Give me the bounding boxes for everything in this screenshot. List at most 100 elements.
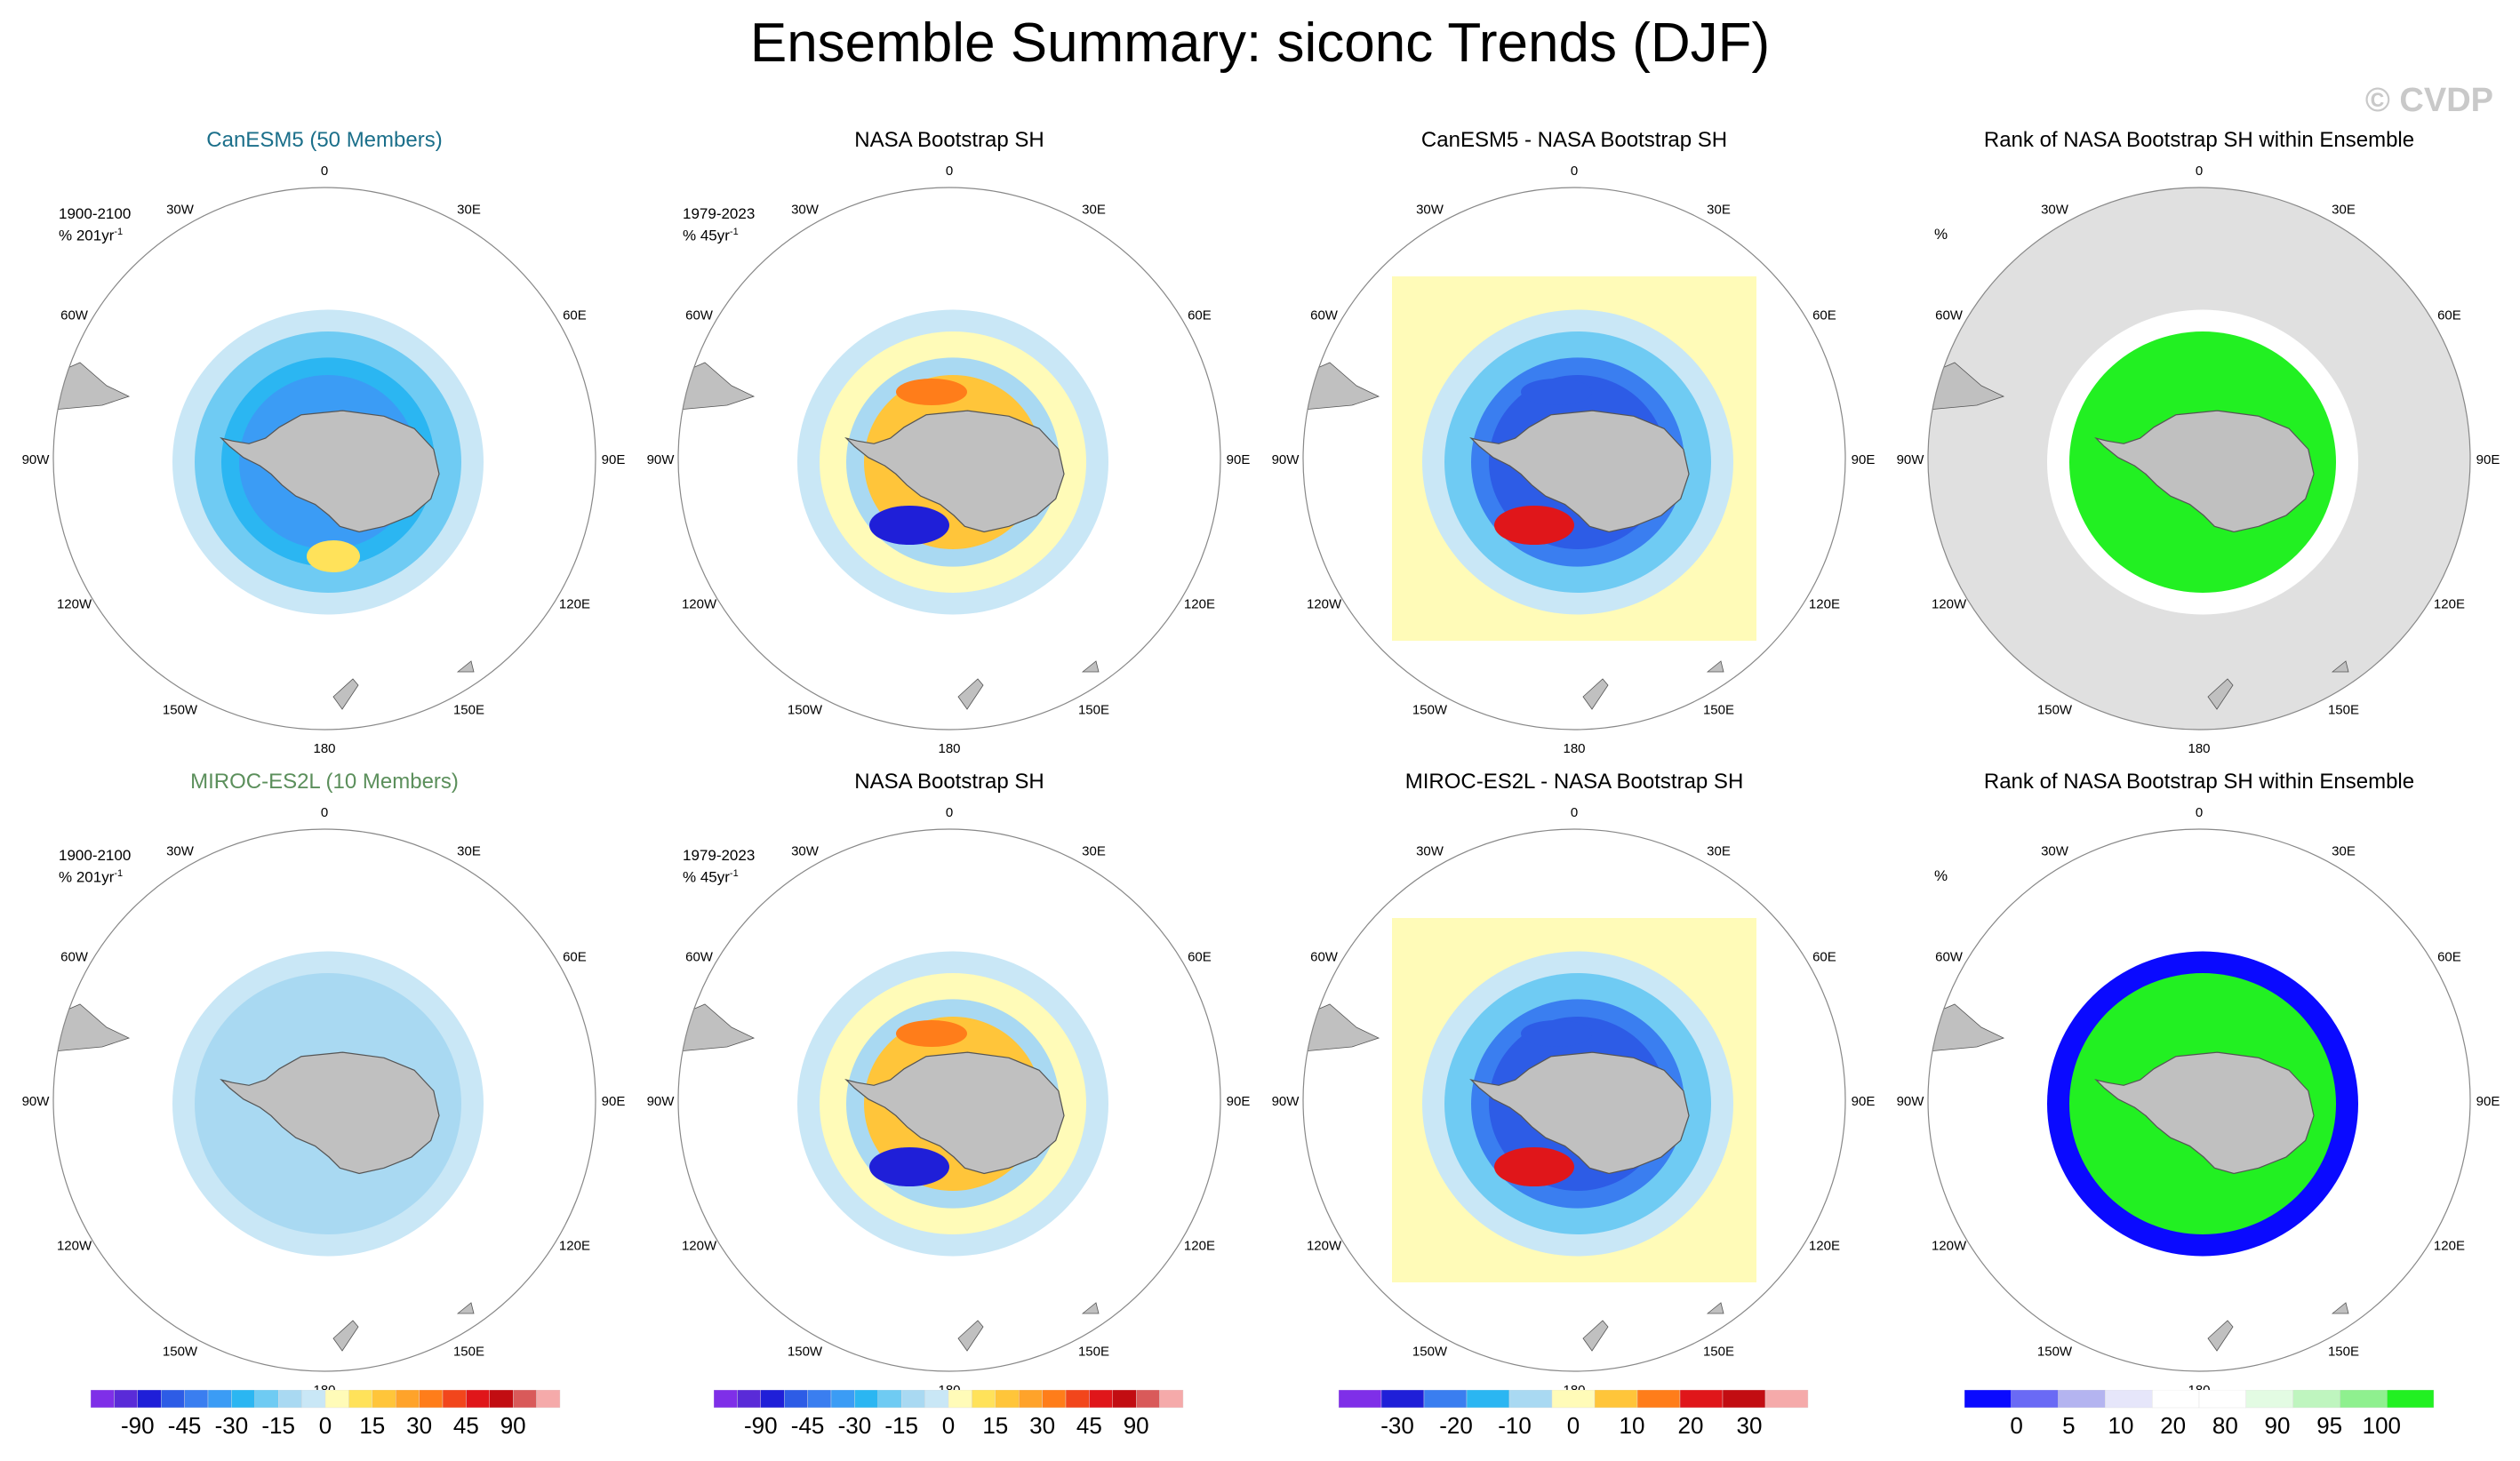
colorbar-label: 10 — [2108, 1412, 2134, 1439]
colorbar-swatch — [301, 1390, 326, 1409]
longitude-label: 60E — [563, 308, 587, 323]
longitude-label: 120E — [559, 597, 590, 612]
south-america-landmass — [1303, 1003, 1380, 1052]
colorbar-swatch — [995, 1390, 1020, 1409]
colorbar-swatch — [2245, 1390, 2293, 1409]
colorbar-swatch — [442, 1390, 467, 1409]
longitude-label: 30E — [1707, 203, 1731, 218]
antarctica-landmass — [220, 1051, 440, 1175]
colorbar-swatch — [854, 1390, 878, 1409]
longitude-label: 30E — [2332, 844, 2356, 859]
colorbar-swatch — [536, 1390, 561, 1409]
colorbar-swatch — [1594, 1390, 1638, 1409]
colorbar-swatch — [783, 1390, 808, 1409]
longitude-label: 60W — [1935, 950, 1964, 965]
colorbar-label: 90 — [2264, 1412, 2291, 1439]
watermark: © CVDP — [2364, 82, 2493, 119]
colorbar-swatch — [184, 1390, 209, 1409]
colorbar-swatch — [2387, 1390, 2435, 1409]
panel-title-canesm5: CanESM5 (50 Members) — [206, 128, 443, 152]
colorbar-swatches — [91, 1390, 561, 1409]
colorbar-swatch — [2058, 1390, 2106, 1409]
new-zealand-landmass — [2207, 678, 2234, 710]
map-canesm5-rank: 0 30E 60E 90E 120E 150E 180 150W 120W 90W 60W 30W — [1897, 164, 2500, 756]
period-label: 1900-2100 % 201yr-1 — [59, 847, 132, 886]
anomaly-patch — [869, 506, 949, 545]
colorbar-swatch — [2105, 1390, 2153, 1409]
longitude-label: 90W — [22, 1094, 51, 1109]
longitude-label: 120W — [57, 597, 92, 612]
longitude-label: 60E — [1812, 308, 1836, 323]
longitude-label: 30W — [2041, 844, 2069, 859]
longitude-label: 120E — [2434, 1239, 2465, 1254]
anomaly-patch — [1494, 1147, 1574, 1186]
map-boundary — [1302, 187, 1846, 730]
longitude-label: 120W — [1932, 1239, 1967, 1254]
longitude-label: 180 — [1563, 741, 1585, 756]
longitude-label: 120E — [1184, 1239, 1215, 1254]
colorbar-swatches — [1339, 1390, 1809, 1409]
longitude-label: 30E — [1082, 844, 1106, 859]
colorbar-label: -45 — [167, 1412, 202, 1439]
longitude-label: 120W — [1307, 1239, 1342, 1254]
colorbar-label: -30 — [214, 1412, 249, 1439]
longitude-label: 90E — [1852, 1094, 1876, 1109]
longitude-label: 60W — [60, 950, 89, 965]
longitude-label: 150E — [453, 1344, 484, 1359]
longitude-label: 180 — [313, 741, 335, 756]
colorbar-swatch — [1380, 1390, 1425, 1409]
antarctica-landmass — [2094, 410, 2315, 533]
colorbar-label: 15 — [359, 1412, 386, 1439]
anomaly-patch — [1521, 1020, 1592, 1047]
colorbar-swatch — [91, 1390, 115, 1409]
colorbar-label: 0 — [941, 1412, 956, 1439]
colorbar-swatch — [2340, 1390, 2388, 1409]
colorbar-swatch — [396, 1390, 420, 1409]
longitude-label: 30W — [791, 844, 820, 859]
colorbar-label: 30 — [406, 1412, 433, 1439]
longitude-label: 60E — [2437, 950, 2461, 965]
longitude-label: 150W — [2037, 1344, 2073, 1359]
colorbar-label: -30 — [1380, 1412, 1414, 1439]
south-america-landmass — [678, 1003, 756, 1052]
colorbar-swatch — [231, 1390, 255, 1409]
longitude-label: 120E — [2434, 597, 2465, 612]
colorbar-swatch — [1551, 1390, 1596, 1409]
longitude-label: 30E — [1082, 203, 1106, 218]
map-canesm5-trend: 0 30E 60E 90E 120E 150E 180 150W 120W 90W 60W 30W — [22, 164, 626, 756]
colorbar-label: 45 — [1076, 1412, 1102, 1439]
longitude-label: 150E — [2328, 702, 2359, 717]
colorbar-label: 90 — [500, 1412, 526, 1439]
colorbar-swatches — [714, 1390, 1184, 1409]
units-label: % — [1934, 226, 1948, 243]
longitude-label: 120W — [1307, 597, 1342, 612]
longitude-label: 0 — [2196, 805, 2203, 820]
map-boundary — [1927, 828, 2471, 1372]
panel-title-rank: Rank of NASA Bootstrap SH within Ensembl… — [1983, 128, 2415, 152]
map-boundary — [677, 187, 1221, 730]
longitude-label: 60E — [563, 950, 587, 965]
panel-title-diff: MIROC-ES2L - NASA Bootstrap SH — [1404, 770, 1744, 794]
longitude-label: 30W — [2041, 203, 2069, 218]
longitude-label: 150W — [163, 702, 198, 717]
anomaly-patch — [1521, 379, 1592, 405]
south-america-landmass — [1303, 362, 1380, 411]
anomaly-patch — [869, 1147, 949, 1186]
longitude-label: 60W — [1935, 308, 1964, 323]
colorbar-swatch — [948, 1390, 972, 1409]
colorbar-swatch — [1423, 1390, 1468, 1409]
new-zealand-landmass — [957, 1320, 984, 1352]
map-boundary — [1302, 828, 1846, 1372]
longitude-label: 60W — [1310, 950, 1339, 965]
colorbar-swatch — [1636, 1390, 1681, 1409]
south-america-landmass — [53, 362, 131, 411]
longitude-label: 150W — [163, 1344, 198, 1359]
new-zealand-landmass — [957, 678, 984, 710]
colorbar-label: 100 — [2362, 1412, 2402, 1439]
colorbar-swatch — [137, 1390, 162, 1409]
colorbar-swatch — [1764, 1390, 1809, 1409]
tasmania-landmass — [2331, 660, 2349, 673]
colorbar-swatch — [324, 1390, 349, 1409]
